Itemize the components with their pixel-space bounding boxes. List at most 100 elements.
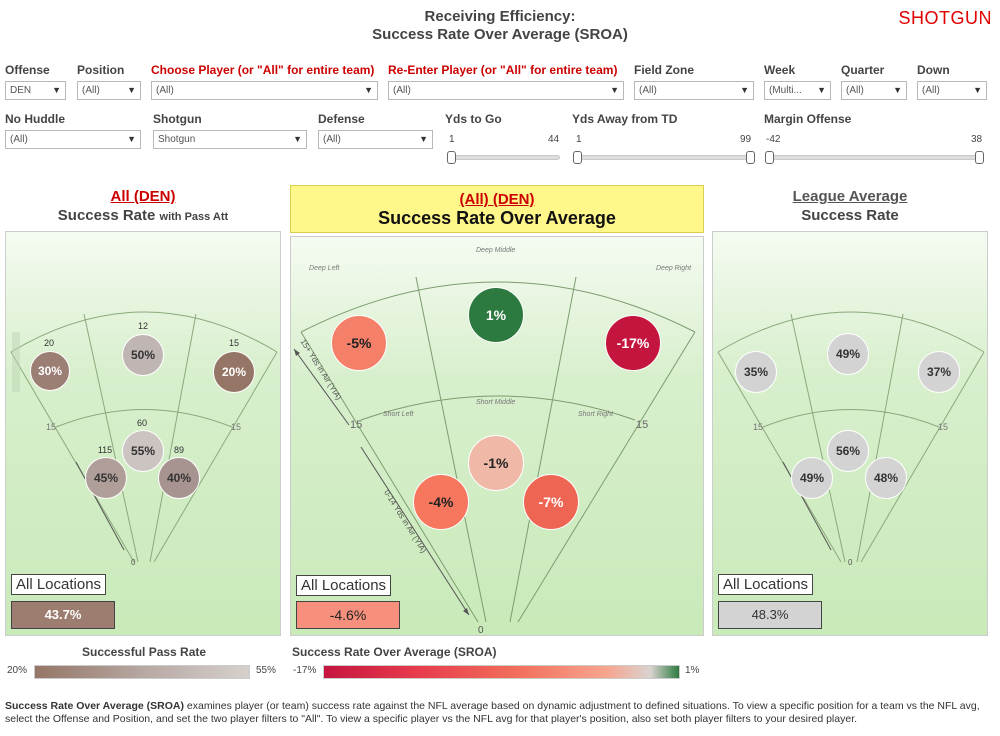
- position-label: Position: [77, 63, 125, 77]
- defense-dropdown[interactable]: (All) ▼: [318, 130, 433, 149]
- right-circle-short-middle[interactable]: 56%: [827, 430, 869, 472]
- left-panel-title[interactable]: All (DEN): [110, 188, 176, 205]
- left-count-deep-right: 15: [228, 338, 239, 348]
- margin-offense-max: 38: [971, 134, 983, 145]
- center-zone-label-short-middle: Short Middle: [476, 399, 516, 406]
- offense-dropdown[interactable]: DEN ▼: [5, 81, 66, 100]
- center-zone-label-short-left: Short Left: [383, 411, 414, 418]
- down-dropdown[interactable]: (All) ▼: [917, 81, 987, 100]
- left-field-lines: [10, 311, 278, 563]
- right-field: 15 15 0 35% 49% 37% 49% 56% 48% All Loca…: [712, 231, 988, 636]
- center-zone-label-deep-middle: Deep Middle: [476, 247, 516, 254]
- week-dropdown[interactable]: (Multi... ▼: [764, 81, 831, 100]
- right-panel-title: League Average: [792, 188, 908, 205]
- position-dropdown[interactable]: (All) ▼: [77, 81, 141, 100]
- offense-label: Offense: [5, 63, 50, 77]
- footer-bold: Success Rate Over Average (SROA): [5, 700, 184, 712]
- yds-away-td-max: 99: [740, 134, 752, 145]
- left-all-locations-value[interactable]: 43.7%: [11, 601, 115, 629]
- left-count-short-middle: 60: [136, 418, 147, 428]
- position-value: (All): [82, 85, 100, 96]
- left-yard-0: 0: [131, 558, 136, 567]
- left-circle-short-middle[interactable]: 55%: [122, 430, 164, 472]
- chevron-down-icon: ▼: [52, 85, 61, 95]
- title-line-2: Success Rate Over Average (SROA): [372, 26, 628, 43]
- right-all-locations-value[interactable]: 48.3%: [718, 601, 822, 629]
- chevron-down-icon: ▼: [973, 85, 982, 95]
- right-yard-0: 0: [848, 558, 853, 567]
- choose-player-value: (All): [156, 85, 174, 96]
- reenter-player-label: Re-Enter Player (or "All" for entire tea…: [388, 63, 618, 77]
- center-circle-deep-left[interactable]: -5%: [331, 315, 387, 371]
- center-circle-short-right[interactable]: -7%: [523, 474, 579, 530]
- yds-away-td-slider-track[interactable]: [576, 155, 754, 160]
- defense-value: (All): [323, 134, 341, 145]
- left-yard-15: 15: [231, 422, 242, 432]
- left-legend-gradient: [34, 665, 250, 679]
- left-circle-deep-middle[interactable]: 50%: [122, 334, 164, 376]
- center-legend-max: 1%: [685, 665, 700, 676]
- quarter-value: (All): [846, 85, 864, 96]
- shotgun-label: Shotgun: [153, 112, 202, 126]
- left-circle-short-right[interactable]: 40%: [158, 457, 200, 499]
- center-legend-title: Success Rate Over Average (SROA): [292, 645, 497, 659]
- yds-away-td-max-handle[interactable]: [746, 151, 755, 164]
- right-circle-deep-right[interactable]: 37%: [918, 351, 960, 393]
- margin-offense-max-handle[interactable]: [975, 151, 984, 164]
- margin-offense-label: Margin Offense: [764, 112, 852, 126]
- left-circle-deep-right[interactable]: 20%: [213, 351, 255, 393]
- center-panel-subtitle: Success Rate Over Average: [378, 208, 616, 228]
- chevron-down-icon: ▼: [127, 134, 136, 144]
- center-all-locations-value[interactable]: -4.6%: [296, 601, 400, 629]
- page-title: Receiving Efficiency: Success Rate Over …: [0, 8, 1000, 44]
- center-circle-short-middle[interactable]: -1%: [468, 435, 524, 491]
- field-zone-dropdown[interactable]: (All) ▼: [634, 81, 754, 100]
- down-value: (All): [922, 85, 940, 96]
- center-panel-title[interactable]: (All) (DEN): [459, 191, 535, 208]
- margin-offense-min-handle[interactable]: [765, 151, 774, 164]
- center-all-locations-label: All Locations: [296, 575, 392, 596]
- footer-text: examines player (or team) success rate a…: [5, 700, 980, 725]
- center-zone-label-deep-right: Deep Right: [656, 265, 692, 272]
- chevron-down-icon: ▼: [293, 134, 302, 144]
- reenter-player-dropdown[interactable]: (All) ▼: [388, 81, 624, 100]
- center-circle-deep-middle[interactable]: 1%: [468, 287, 524, 343]
- left-legend-max: 55%: [256, 665, 277, 676]
- yds-away-td-min-handle[interactable]: [573, 151, 582, 164]
- center-title-box: (All) (DEN) Success Rate Over Average: [290, 185, 704, 233]
- right-circle-deep-left[interactable]: 35%: [735, 351, 777, 393]
- no-huddle-dropdown[interactable]: (All) ▼: [5, 130, 141, 149]
- defense-label: Defense: [318, 112, 365, 126]
- chevron-down-icon: ▼: [364, 85, 373, 95]
- left-circle-short-left[interactable]: 45%: [85, 457, 127, 499]
- shotgun-value: Shotgun: [158, 134, 196, 145]
- center-circle-short-left[interactable]: -4%: [413, 474, 469, 530]
- shotgun-dropdown[interactable]: Shotgun ▼: [153, 130, 307, 149]
- left-yard-15-left: 15: [46, 422, 57, 432]
- margin-offense-slider-track[interactable]: [768, 155, 982, 160]
- field-zone-label: Field Zone: [634, 63, 694, 77]
- quarter-label: Quarter: [841, 63, 885, 77]
- yds-to-go-min-handle[interactable]: [447, 151, 456, 164]
- yds-to-go-slider-track[interactable]: [450, 155, 560, 160]
- margin-offense-min: -42: [766, 134, 781, 145]
- center-field-lines: [293, 276, 696, 623]
- center-circle-deep-right[interactable]: -17%: [605, 315, 661, 371]
- footer-description: Success Rate Over Average (SROA) examine…: [5, 700, 995, 726]
- left-circle-deep-left[interactable]: 30%: [30, 351, 70, 391]
- right-yard-15: 15: [938, 422, 949, 432]
- quarter-dropdown[interactable]: (All) ▼: [841, 81, 907, 100]
- yds-to-go-max: 44: [548, 134, 560, 145]
- choose-player-dropdown[interactable]: (All) ▼: [151, 81, 378, 100]
- yds-away-td-label: Yds Away from TD: [572, 112, 678, 126]
- left-legend-title: Successful Pass Rate: [82, 645, 207, 659]
- title-line-1: Receiving Efficiency:: [424, 8, 576, 25]
- center-field: Deep Left Deep Middle Deep Right Short L…: [290, 236, 704, 636]
- left-all-locations-label: All Locations: [11, 574, 107, 595]
- yds-to-go-min: 1: [449, 134, 455, 145]
- right-circle-short-right[interactable]: 48%: [865, 457, 907, 499]
- left-legend-min: 20%: [7, 665, 28, 676]
- right-circle-deep-middle[interactable]: 49%: [827, 333, 869, 375]
- reenter-player-value: (All): [393, 85, 411, 96]
- right-circle-short-left[interactable]: 49%: [791, 457, 833, 499]
